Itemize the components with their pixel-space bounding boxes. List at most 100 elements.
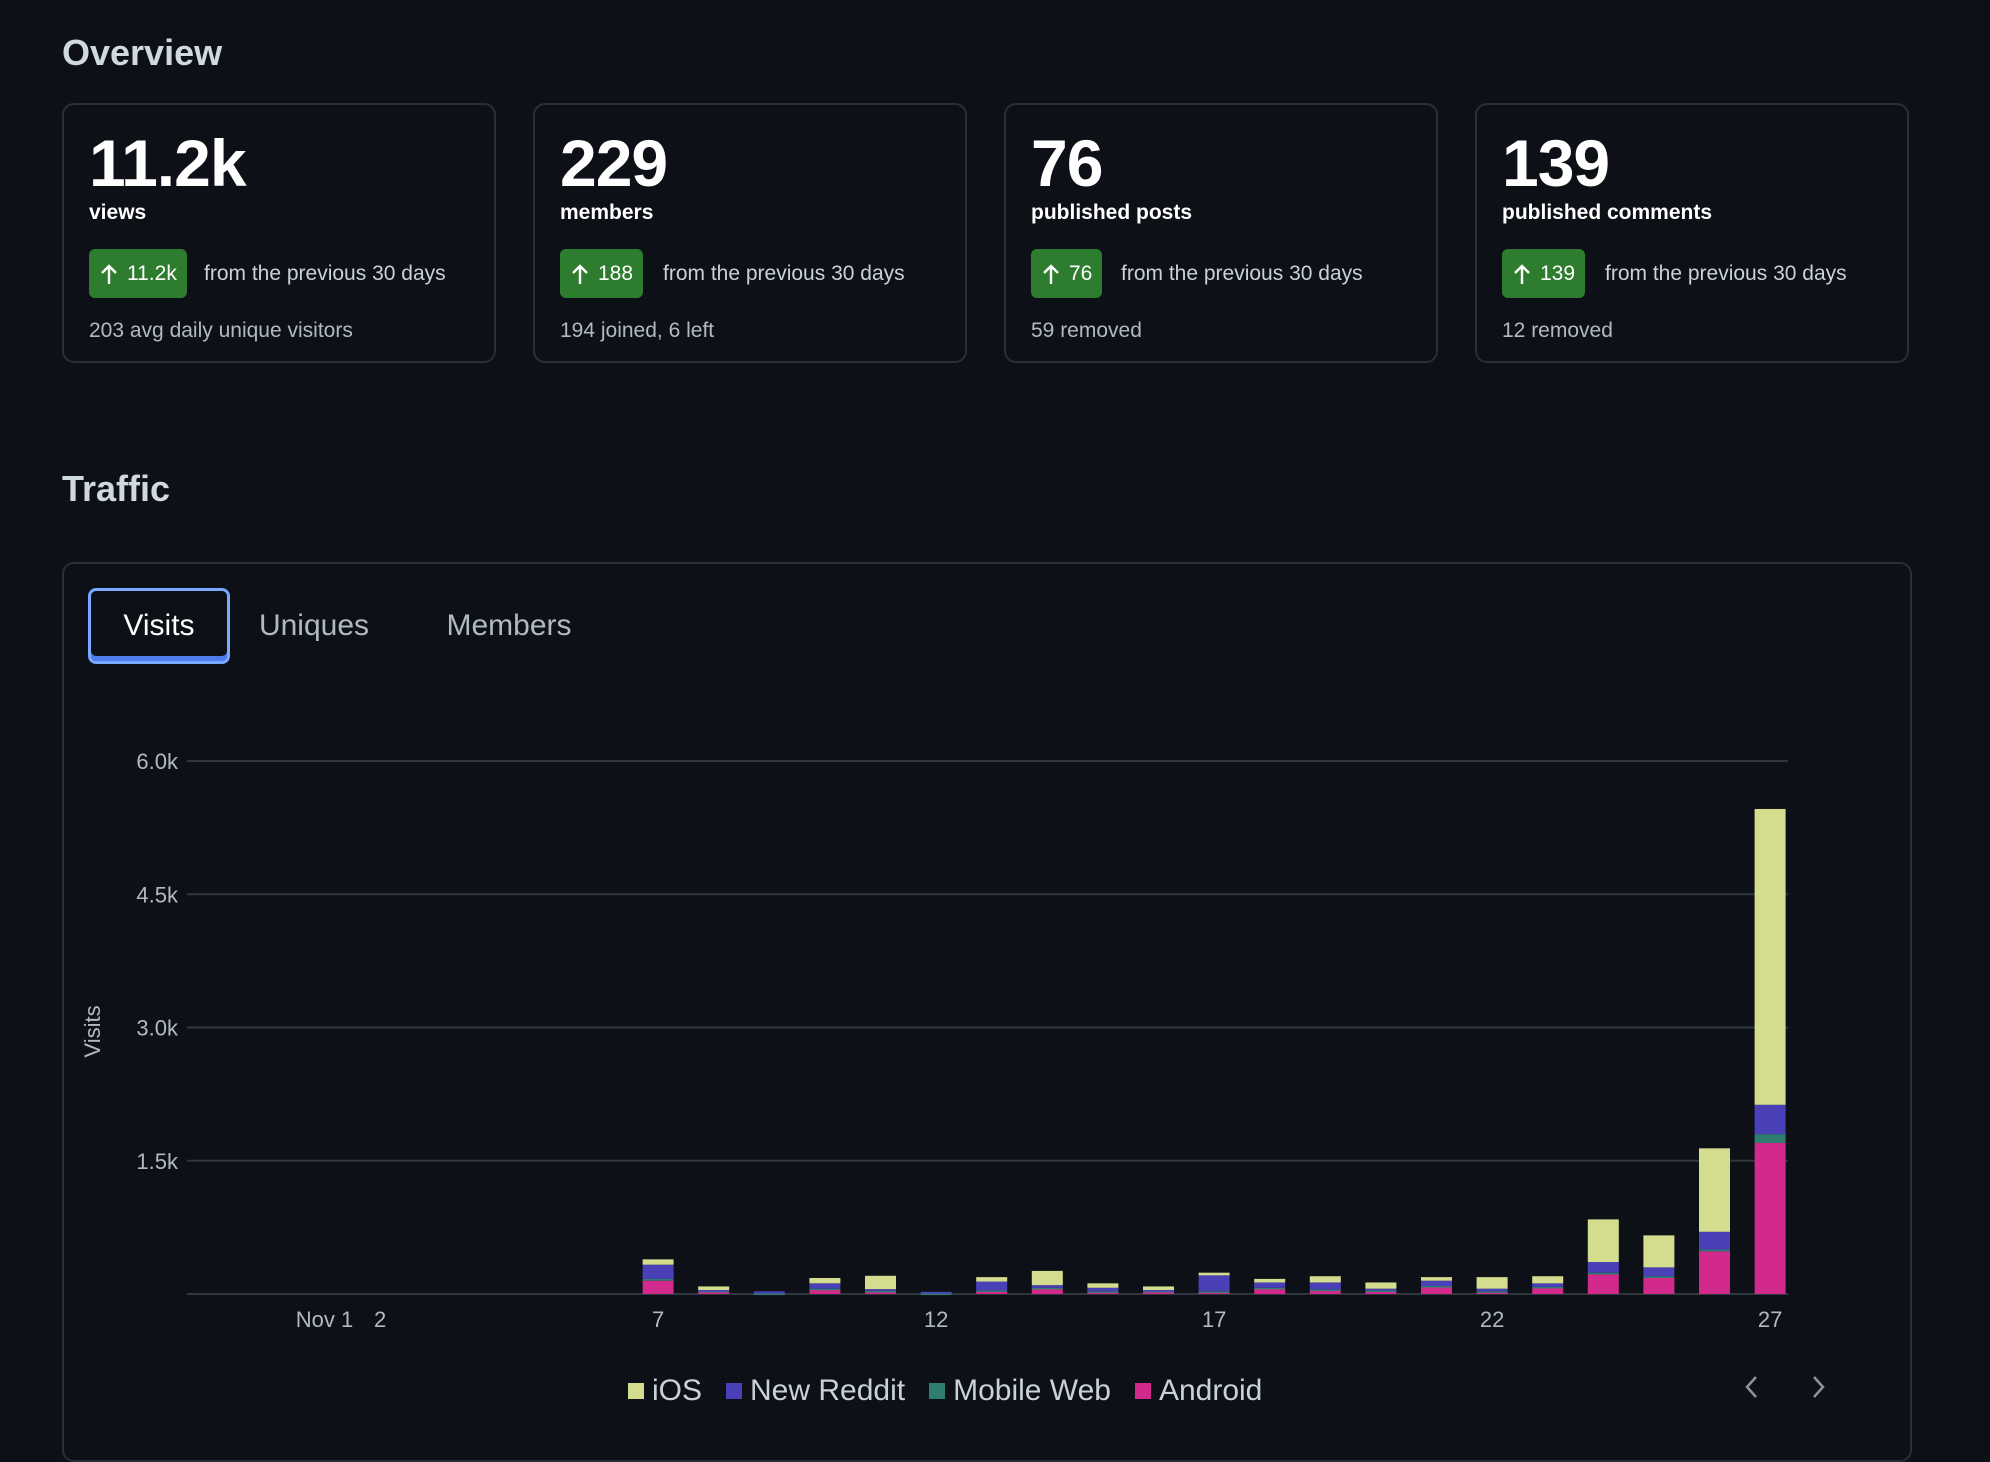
bar-ios [1254, 1278, 1286, 1283]
bar-mobile-web [1309, 1289, 1341, 1292]
bar-mobile-web [1754, 1134, 1786, 1143]
bar-ios [1587, 1219, 1619, 1263]
bar-android [976, 1291, 1008, 1294]
overview-title: Overview [62, 32, 223, 73]
y-tick-label: 3.0k [136, 1016, 179, 1041]
x-tick-label: 22 [1480, 1307, 1504, 1332]
y-axis-title: Visits [80, 1005, 105, 1057]
legend-item-android[interactable]: Android [1134, 1374, 1263, 1408]
bar-android [1254, 1288, 1286, 1294]
bar-ios [1087, 1283, 1119, 1288]
bar-new-reddit [1143, 1290, 1174, 1292]
bar-new-reddit [642, 1264, 674, 1279]
bar-ios [1143, 1286, 1174, 1291]
bar-ios [1198, 1272, 1230, 1276]
stat-card-published-posts: 76 published posts 76 from the previous … [1004, 103, 1438, 363]
bar-ios [642, 1259, 674, 1265]
arrow-up-icon [1041, 263, 1061, 285]
arrow-up-icon [570, 263, 590, 285]
bar-mobile-web [920, 1293, 952, 1296]
delta-badge: 188 [560, 249, 644, 298]
stat-note: 194 joined, 6 left [560, 319, 715, 342]
stat-value: 76 [1031, 126, 1103, 200]
bar-mobile-web [753, 1293, 785, 1296]
bar-new-reddit [920, 1291, 952, 1294]
bar-mobile-web [642, 1278, 674, 1281]
tab-uniques[interactable]: Uniques [258, 609, 370, 642]
bar-new-reddit [1031, 1285, 1063, 1288]
bar-new-reddit [1087, 1287, 1119, 1292]
stat-value: 139 [1502, 126, 1610, 200]
x-tick-label: 12 [924, 1307, 948, 1332]
tab-members[interactable]: Members [446, 609, 572, 642]
legend-swatch-mobile-web [929, 1383, 946, 1399]
stat-card-members: 229 members 188 from the previous 30 day… [533, 103, 967, 363]
bar-android [1476, 1292, 1508, 1294]
bar-new-reddit [1476, 1288, 1508, 1292]
legend-item-new-reddit[interactable]: New Reddit [726, 1374, 905, 1408]
bar-mobile-web [1476, 1291, 1508, 1293]
bar-new-reddit [1699, 1231, 1730, 1250]
bar-ios [976, 1277, 1008, 1282]
legend-item-mobile-web[interactable]: Mobile Web [929, 1374, 1111, 1408]
stat-note: 12 removed [1502, 319, 1613, 342]
bar-new-reddit [1587, 1262, 1619, 1273]
traffic-title: Traffic [62, 468, 171, 509]
bar-ios [1754, 808, 1786, 1105]
bar-android [698, 1291, 730, 1294]
bar-mobile-web [698, 1290, 730, 1293]
bar-new-reddit [1198, 1275, 1230, 1292]
bar-new-reddit [1643, 1267, 1675, 1277]
bar-new-reddit [1532, 1283, 1564, 1287]
stat-label: published comments [1502, 201, 1713, 224]
bar-mobile-web [1143, 1290, 1174, 1293]
compare-text: from the previous 30 days [663, 262, 905, 285]
bar-android [1587, 1274, 1619, 1294]
delta-badge: 76 [1031, 249, 1103, 298]
stat-card-views: 11.2k views 11.2k from the previous 30 d… [62, 103, 496, 363]
bar-android [1031, 1288, 1063, 1294]
bar-new-reddit [1254, 1282, 1286, 1288]
bar-mobile-web [865, 1290, 896, 1293]
bar-mobile-web [809, 1288, 841, 1291]
bar-new-reddit [753, 1291, 785, 1294]
bar-mobile-web [1587, 1272, 1619, 1275]
bar-new-reddit [1309, 1282, 1341, 1290]
arrow-up-icon [1512, 263, 1532, 285]
bar-android [642, 1280, 674, 1294]
x-tick-label: 7 [652, 1307, 664, 1332]
bar-ios [1643, 1235, 1675, 1268]
bar-android [1643, 1278, 1675, 1294]
chart-legend: iOS New Reddit Mobile Web Android [628, 1374, 1262, 1408]
stat-note: 203 avg daily unique visitors [89, 319, 353, 342]
legend-label: Android [1158, 1374, 1263, 1407]
legend-label: New Reddit [750, 1374, 906, 1407]
bar-ios [1309, 1276, 1341, 1283]
bar-android [1699, 1251, 1730, 1294]
x-tick-label: Nov 1 [296, 1307, 353, 1332]
bar-android [1754, 1142, 1786, 1294]
bar-mobile-web [1365, 1290, 1397, 1292]
bar-mobile-web [976, 1290, 1008, 1292]
chevron-left-icon[interactable] [1742, 1372, 1762, 1411]
bar-new-reddit [1365, 1288, 1397, 1291]
bar-android [809, 1289, 841, 1294]
bar-android [865, 1291, 896, 1294]
delta-value: 11.2k [127, 261, 177, 285]
arrow-up-icon [99, 263, 119, 285]
chevron-right-icon[interactable] [1808, 1372, 1828, 1411]
bar-mobile-web [1699, 1249, 1730, 1252]
bar-ios [809, 1278, 841, 1284]
legend-label: iOS [652, 1374, 703, 1407]
delta-value: 76 [1069, 261, 1093, 285]
bar-android [1309, 1290, 1341, 1294]
bar-new-reddit [809, 1283, 841, 1289]
bar-mobile-web [1087, 1291, 1119, 1293]
delta-badge: 11.2k [89, 249, 187, 298]
legend-item-ios[interactable]: iOS [628, 1374, 702, 1408]
delta-badge: 139 [1502, 249, 1586, 298]
bar-mobile-web [1254, 1287, 1286, 1290]
bar-mobile-web [1421, 1286, 1452, 1288]
tab-visits[interactable]: Visits [88, 588, 230, 664]
